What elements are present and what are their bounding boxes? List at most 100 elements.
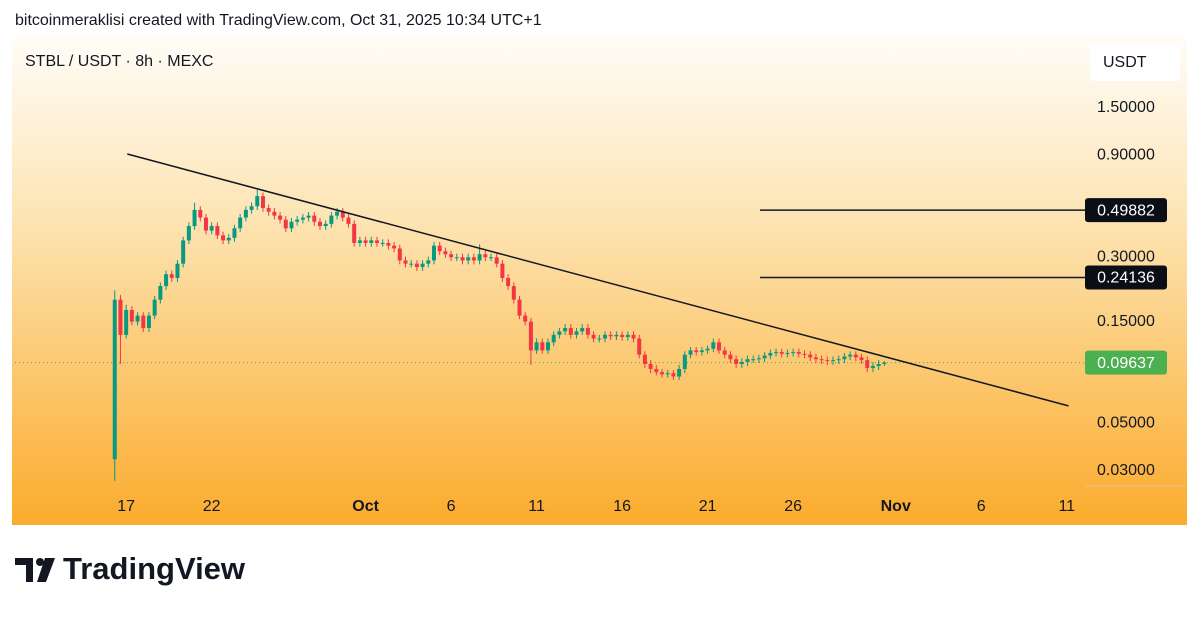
candle-body	[232, 228, 237, 238]
candle-body	[882, 362, 887, 364]
level-label-box	[1085, 198, 1167, 223]
candle-body	[568, 327, 573, 335]
candle-body	[255, 196, 260, 207]
x-tick-label: Oct	[352, 498, 379, 515]
candle-body	[426, 260, 431, 264]
candle-body	[660, 372, 665, 375]
candle-body	[352, 223, 357, 243]
candle-body	[648, 363, 653, 369]
candle-body	[751, 359, 756, 361]
candle-body	[209, 226, 214, 231]
y-tick-label: 0.05000	[1097, 415, 1155, 432]
candle-body	[300, 217, 305, 220]
candle-body	[637, 338, 642, 355]
candle-body	[836, 359, 841, 361]
candle-body	[791, 352, 796, 354]
candle-body	[323, 223, 328, 227]
candle-body	[528, 321, 533, 351]
candle-body	[614, 334, 619, 337]
candle-body	[717, 342, 722, 351]
candle-body	[198, 209, 203, 218]
candle-body	[312, 215, 317, 222]
candle-body	[534, 342, 539, 351]
candle-body	[454, 257, 459, 259]
candle-body	[118, 299, 123, 335]
candle-body	[494, 257, 499, 264]
chart-title: STBL / USDT · 8h · MEXC	[25, 53, 213, 70]
candle-body	[380, 242, 385, 244]
candle-body	[397, 248, 402, 261]
candle-body	[329, 215, 334, 224]
candle-body	[175, 263, 180, 278]
candle-body	[357, 240, 362, 243]
candle-body	[488, 257, 493, 259]
candle-body	[420, 263, 425, 268]
candle-body	[317, 221, 322, 227]
last-price-label: 0.09637	[1097, 355, 1155, 372]
candle-body	[819, 359, 824, 361]
candle-body	[671, 373, 676, 377]
candle-body	[785, 352, 790, 354]
candle-body	[483, 254, 488, 258]
candle-body	[551, 334, 556, 343]
candle-body	[580, 327, 585, 332]
candle-body	[471, 257, 476, 261]
candle-body	[335, 211, 340, 216]
candle-body	[135, 315, 140, 322]
candle-body	[523, 315, 528, 322]
candle-body	[694, 350, 699, 353]
candle-body	[283, 219, 288, 229]
x-tick-label: Nov	[881, 498, 911, 515]
candle-body	[876, 363, 881, 366]
candle-body	[642, 354, 647, 364]
candle-body	[870, 365, 875, 368]
candle-body	[221, 235, 226, 241]
candle-body	[278, 215, 283, 220]
candle-body	[386, 242, 391, 246]
candle-body	[848, 354, 853, 357]
candle-body	[289, 221, 294, 229]
candle-body	[654, 368, 659, 373]
candle-body	[745, 359, 750, 363]
candle-body	[272, 211, 277, 216]
credit: bitcoinmeraklisi created with TradingVie…	[15, 12, 542, 29]
candle-body	[129, 309, 134, 322]
candle-body	[112, 299, 117, 460]
x-tick-label: 6	[977, 498, 986, 515]
x-tick-label: 6	[447, 498, 456, 515]
candle-body	[728, 354, 733, 360]
candle-body	[266, 208, 271, 212]
candle-body	[306, 215, 311, 218]
candle-body	[711, 342, 716, 349]
candle-body	[449, 254, 454, 258]
candle-body	[164, 274, 169, 287]
candle-body	[865, 360, 870, 368]
candle-body	[774, 352, 779, 354]
candle-body	[677, 368, 682, 377]
candle-body	[192, 209, 197, 227]
candle-body	[500, 263, 505, 278]
candle-body	[705, 348, 710, 351]
candle-body	[734, 359, 739, 364]
candle-body	[511, 286, 516, 300]
candle-body	[756, 358, 761, 360]
candle-body	[631, 334, 636, 339]
candle-body	[340, 211, 345, 218]
candle-body	[768, 352, 773, 356]
candle-body	[363, 240, 368, 243]
candle-body	[466, 257, 471, 261]
y-tick-label: 1.50000	[1097, 99, 1155, 116]
candle-body	[779, 352, 784, 354]
candle-body	[591, 334, 596, 339]
candle-body	[557, 331, 562, 335]
candle-body	[842, 356, 847, 360]
y-tick-label: 0.30000	[1097, 248, 1155, 265]
candle-body	[403, 260, 408, 264]
candle-body	[831, 360, 836, 362]
candle-body	[682, 354, 687, 369]
candle-body	[238, 217, 243, 229]
candle-body	[802, 353, 807, 355]
candle-body	[546, 342, 551, 351]
candle-body	[825, 360, 830, 362]
